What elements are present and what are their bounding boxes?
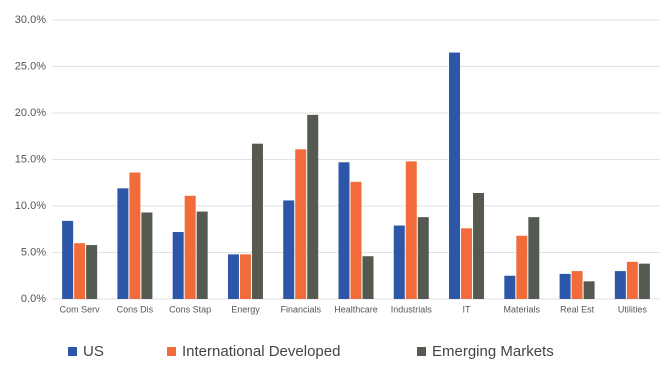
x-tick-label: Cons Dis bbox=[117, 304, 154, 314]
bar bbox=[583, 281, 595, 299]
legend-swatch bbox=[167, 347, 176, 356]
bar bbox=[184, 195, 196, 299]
bar bbox=[117, 188, 129, 299]
bar bbox=[227, 254, 239, 299]
legend-swatch bbox=[68, 347, 77, 356]
bar bbox=[307, 114, 319, 299]
x-tick-label: Utilities bbox=[618, 304, 648, 314]
bar bbox=[449, 52, 461, 299]
bar bbox=[350, 181, 362, 299]
bar bbox=[239, 254, 251, 299]
bar bbox=[559, 273, 571, 299]
y-tick-label: 10.0% bbox=[15, 200, 46, 212]
bar bbox=[74, 243, 86, 299]
bar bbox=[362, 256, 374, 299]
bar bbox=[528, 217, 540, 299]
bar bbox=[283, 200, 295, 299]
bar bbox=[172, 232, 184, 299]
x-tick-label: Industrials bbox=[391, 304, 433, 314]
bar bbox=[62, 220, 74, 299]
bar bbox=[516, 235, 528, 299]
bar bbox=[461, 228, 473, 299]
bar bbox=[504, 275, 516, 299]
bar bbox=[338, 162, 350, 299]
bar bbox=[638, 263, 650, 299]
y-tick-label: 20.0% bbox=[15, 107, 46, 119]
bar bbox=[571, 271, 583, 299]
y-tick-label: 5.0% bbox=[21, 246, 46, 258]
bar bbox=[614, 271, 626, 299]
y-tick-label: 15.0% bbox=[15, 153, 46, 165]
bar bbox=[196, 211, 208, 299]
bar bbox=[251, 143, 263, 299]
bar bbox=[473, 192, 485, 299]
x-tick-label: Healthcare bbox=[334, 304, 378, 314]
bar bbox=[417, 217, 429, 299]
x-tick-label: Cons Stap bbox=[169, 304, 211, 314]
bar bbox=[405, 161, 417, 299]
x-tick-label: IT bbox=[463, 304, 472, 314]
y-tick-label: 25.0% bbox=[15, 60, 46, 72]
bar bbox=[393, 225, 405, 299]
x-tick-label: Com Serv bbox=[60, 304, 101, 314]
legend-label: International Developed bbox=[182, 343, 340, 360]
legend-swatch bbox=[417, 347, 426, 356]
bar bbox=[295, 149, 307, 299]
x-tick-label: Energy bbox=[231, 304, 260, 314]
legend-label: US bbox=[83, 343, 104, 360]
bar bbox=[626, 261, 638, 299]
y-tick-label: 30.0% bbox=[15, 14, 46, 26]
x-tick-label: Real Est bbox=[560, 304, 595, 314]
x-tick-label: Financials bbox=[280, 304, 321, 314]
bar bbox=[141, 212, 153, 299]
bar bbox=[129, 172, 141, 299]
x-tick-label: Materials bbox=[504, 304, 541, 314]
y-tick-label: 0.0% bbox=[21, 293, 46, 305]
bar bbox=[86, 245, 98, 299]
legend-label: Emerging Markets bbox=[432, 343, 554, 360]
